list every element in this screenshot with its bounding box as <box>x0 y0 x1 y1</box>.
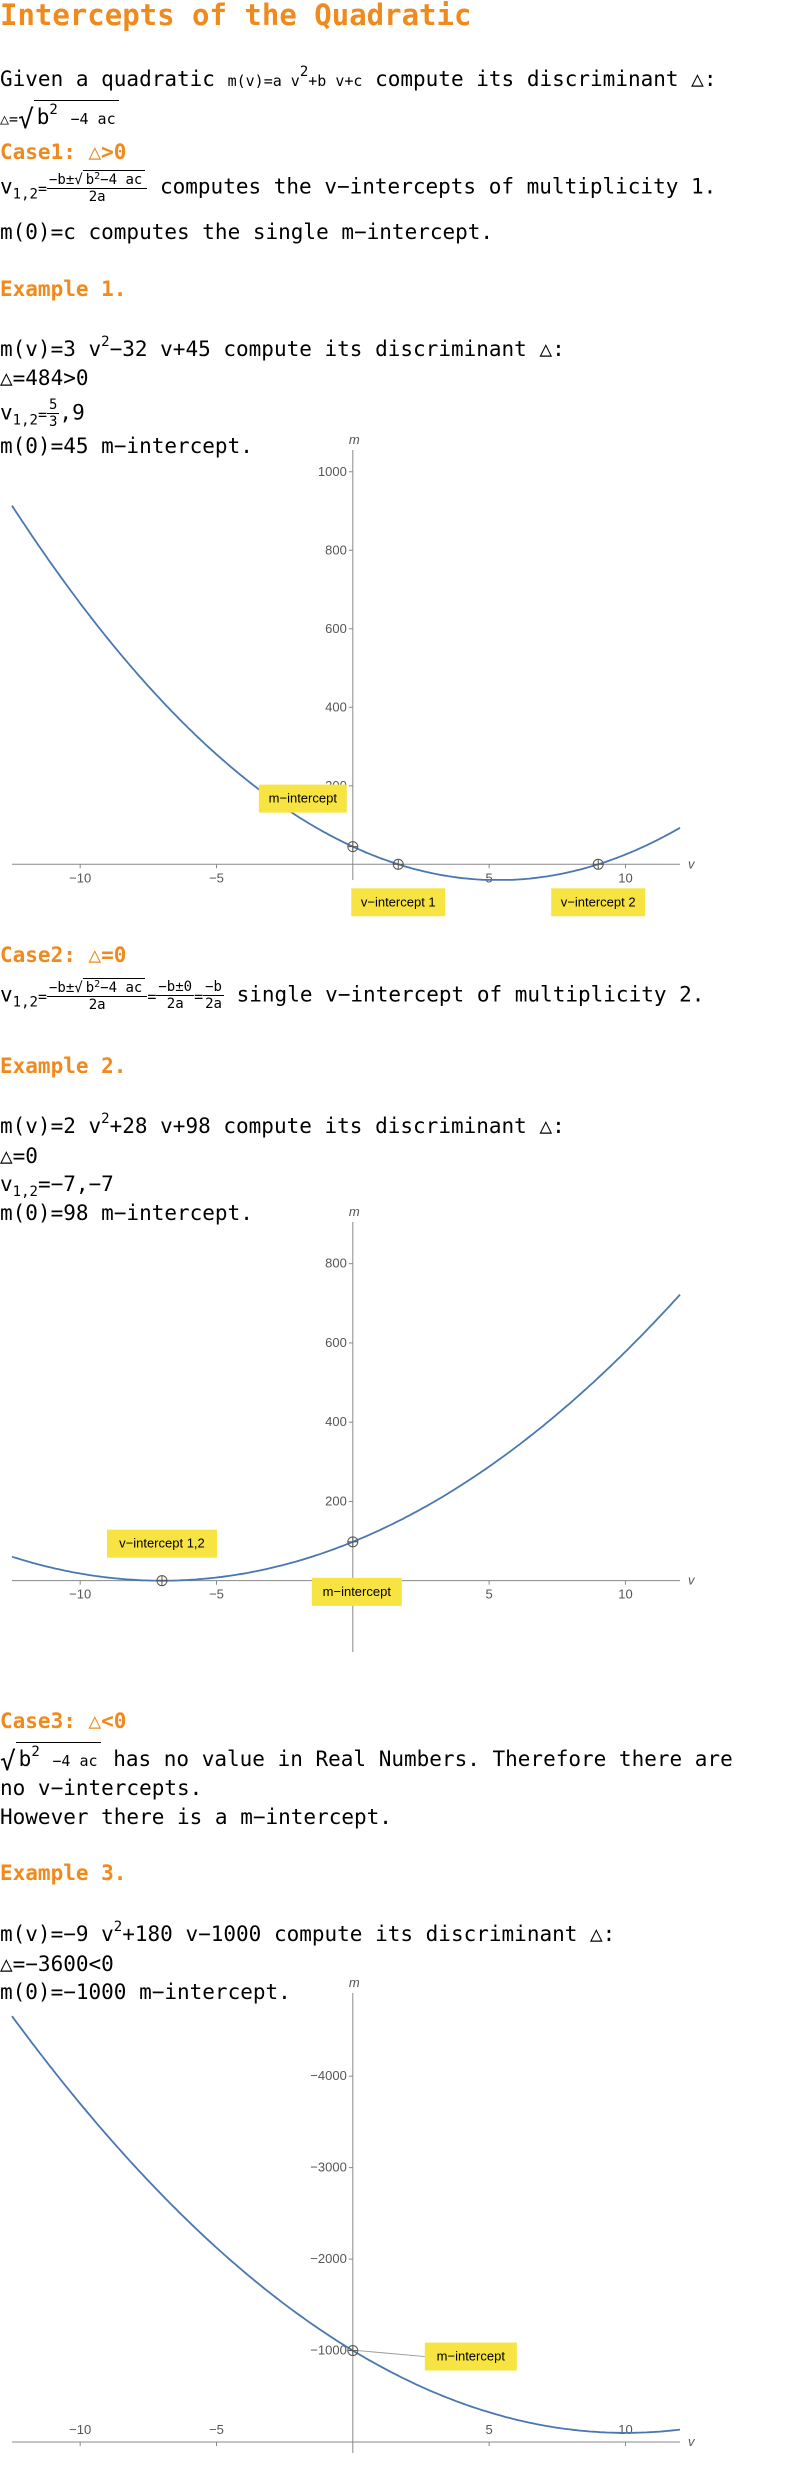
x-tick-label: 5 <box>486 870 493 885</box>
example3-disc: △=−3600<0 <box>0 1952 114 1976</box>
x-tick-label: −10 <box>69 1587 91 1602</box>
y-tick-label: 600 <box>325 1335 347 1350</box>
callout-box <box>311 1577 402 1606</box>
page-title: Intercepts of the Quadratic <box>0 0 472 32</box>
case2-heading: Case2: △=0 <box>0 943 127 967</box>
x-tick-label: 5 <box>486 1587 493 1602</box>
example1-eq: m(v)=3 v2−32 v+45 compute its discrimina… <box>0 334 565 361</box>
callout-box <box>106 1529 217 1558</box>
y-tick-label: 200 <box>325 1493 347 1508</box>
x-tick-label: 10 <box>618 2422 632 2437</box>
y-tick-label: 800 <box>325 1256 347 1271</box>
curve-line <box>11 1294 681 1582</box>
callout-box <box>551 888 646 917</box>
y-axis-label: m <box>349 1975 360 1990</box>
example3-heading: Example 3. <box>0 1861 127 1885</box>
case3-line1: √ b2 −4 ac has no value in Real Numbers. … <box>0 1742 733 1777</box>
case1-v-formula: v1,2= −b±√ b2−4 ac 2a computes the v−interc… <box>0 170 717 206</box>
case3-line2: no v−intercepts. <box>0 1776 203 1800</box>
callout-label: m−intercept <box>437 2349 506 2364</box>
x-tick-label: 5 <box>486 2422 493 2437</box>
x-tick-label: −5 <box>209 2422 224 2437</box>
case1-heading: Case1: △>0 <box>0 140 127 164</box>
example2-eq: m(v)=2 v2+28 v+98 compute its discrimina… <box>0 1111 565 1138</box>
example1-disc: △=484>0 <box>0 366 89 390</box>
example3-m0: m(0)=−1000 m−intercept. <box>0 1980 291 2004</box>
intro-line: Given a quadratic m(v)=a v2+b v+c comput… <box>0 64 717 91</box>
example3-eq: m(v)=−9 v2+180 v−1000 compute its discri… <box>0 1919 616 1946</box>
case3-line3: However there is a m−intercept. <box>0 1805 392 1829</box>
chart-example3: v m −10 −5 5 10 −1000 −2000 −3000 −4000 m−intercep… <box>11 1975 696 2453</box>
example2-disc: △=0 <box>0 1144 38 1168</box>
example2-m0: m(0)=98 m−intercept. <box>0 1201 253 1225</box>
y-axis-label: m <box>349 432 360 447</box>
y-tick-label: 600 <box>325 621 347 636</box>
callout-box <box>258 784 347 813</box>
y-tick-label: 1000 <box>318 464 347 479</box>
callout-label: m−intercept <box>323 1584 392 1599</box>
y-tick-label: 400 <box>325 699 347 714</box>
example1-m0: m(0)=45 m−intercept. <box>0 434 253 458</box>
callout-label: v−intercept 1,2 <box>119 1536 205 1551</box>
curve-line <box>11 2015 681 2434</box>
x-axis-label: v <box>688 1573 696 1588</box>
callout-leader <box>357 2350 425 2358</box>
case2-v-formula: v1,2= −b±√ b2−4 ac 2a = −b±0 2a = −b 2a single v−… <box>0 978 705 1014</box>
callout-box <box>424 2342 517 2371</box>
example2-heading: Example 2. <box>0 1054 127 1078</box>
y-axis-label: m <box>349 1204 360 1219</box>
example1-v12: v1,2= 5 3,9 <box>0 397 85 431</box>
chart-example1: vm−10−55102004006008001000m−interceptv−i… <box>11 432 696 917</box>
callout-label: v−intercept 1 <box>361 894 436 909</box>
discriminant-formula: △=√ b2 −4 ac <box>0 100 119 133</box>
x-tick-label: −5 <box>209 870 224 885</box>
case1-m-line: m(0)=c computes the single m−intercept. <box>0 220 494 244</box>
y-tick-label: 400 <box>325 1414 347 1429</box>
example2-v12: v1,2=−7,−7 <box>0 1172 114 1200</box>
x-axis-label: v <box>688 856 696 871</box>
y-tick-label: −3000 <box>310 2160 347 2175</box>
x-tick-label: −10 <box>69 2422 91 2437</box>
y-tick-label: −4000 <box>310 2068 347 2083</box>
callout-label: v−intercept 2 <box>561 894 636 909</box>
callout-label: m−intercept <box>269 791 338 806</box>
case3-heading: Case3: △<0 <box>0 1709 127 1733</box>
callout-box <box>351 888 446 917</box>
curve-line <box>11 505 681 881</box>
example1-heading: Example 1. <box>0 277 127 301</box>
x-tick-label: −10 <box>69 870 91 885</box>
x-tick-label: −5 <box>209 1587 224 1602</box>
x-tick-label: 10 <box>618 870 632 885</box>
y-tick-label: −2000 <box>310 2251 347 2266</box>
y-tick-label: −1000 <box>310 2343 347 2358</box>
chart-example2: v m −10 −5 5 10 200 400 600 800 v−intercept 1,2 m−i… <box>11 1204 696 1652</box>
y-tick-label: 800 <box>325 542 347 557</box>
x-axis-label: v <box>688 2434 696 2449</box>
x-tick-label: 10 <box>618 1587 632 1602</box>
